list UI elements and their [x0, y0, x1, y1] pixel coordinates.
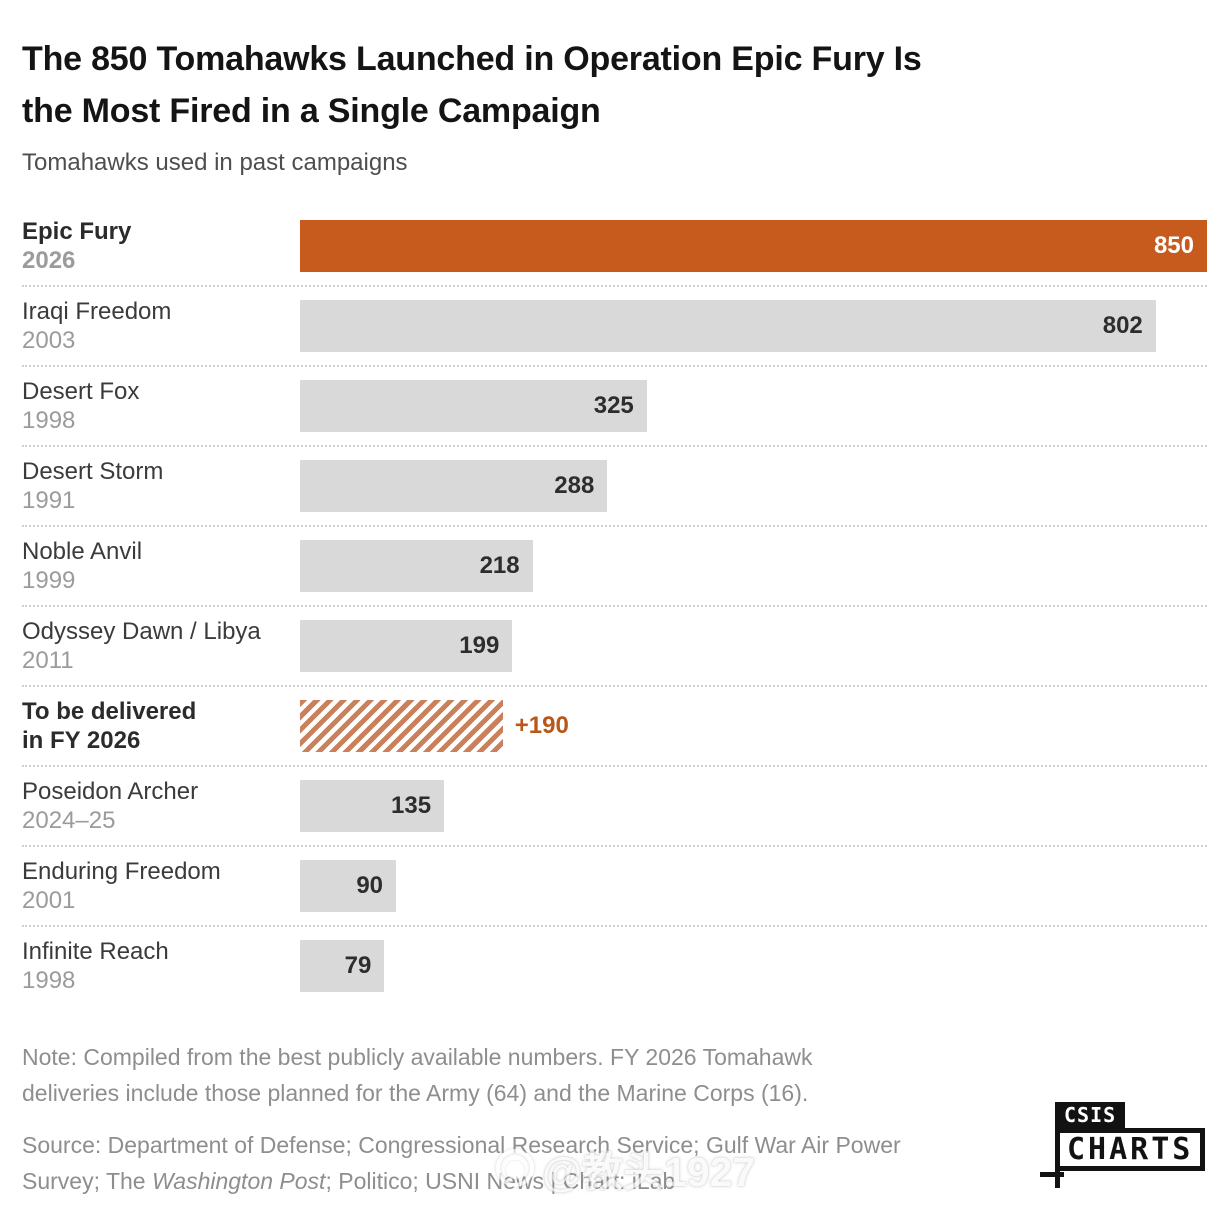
csis-charts-logo: CSIS CHARTS — [1040, 1102, 1228, 1206]
source-line2-italic: Washington Post — [151, 1168, 326, 1194]
bar-noble-anvil: 218 — [300, 540, 533, 592]
campaign-name: Odyssey Dawn / Libya — [22, 618, 261, 645]
campaign-name: Noble Anvil — [22, 538, 143, 565]
bar-iraqi-freedom: 802 — [300, 300, 1156, 352]
chart-row-to-be-delivered: To be delivered in FY 2026 +190 — [22, 685, 1207, 765]
chart-row-enduring-freedom: Enduring Freedom 2001 90 — [22, 845, 1207, 925]
campaign-label: Enduring Freedom 2001 — [22, 857, 300, 915]
bar-area: 288 — [300, 460, 1207, 512]
campaign-year: 1991 — [22, 487, 76, 514]
campaign-label: Desert Storm 1991 — [22, 457, 300, 515]
bar-area: 90 — [300, 860, 1207, 912]
chart-title-line2: the Most Fired in a Single Campaign — [22, 92, 601, 130]
bar-poseidon-archer: 135 — [300, 780, 445, 832]
note-line1: Note: Compiled from the best publicly av… — [22, 1044, 813, 1070]
campaign-name: To be delivered — [22, 698, 197, 725]
campaign-label: Iraqi Freedom 2003 — [22, 297, 300, 355]
campaign-name: Enduring Freedom — [22, 858, 221, 885]
campaign-name: Iraqi Freedom — [22, 298, 172, 325]
campaign-name: Desert Fox — [22, 378, 140, 405]
charts-logo-text: CHARTS — [1055, 1128, 1206, 1171]
campaign-year: in FY 2026 — [22, 727, 141, 754]
source-line2-post: ; Politico; USNI News | Chart: iLab — [325, 1168, 676, 1194]
chart-row-infinite-reach: Infinite Reach 1998 79 — [22, 925, 1207, 1005]
chart-title: The 850 Tomahawks Launched in Operation … — [22, 33, 1207, 137]
chart-row-desert-fox: Desert Fox 1998 325 — [22, 365, 1207, 445]
bar-value: 90 — [356, 872, 384, 899]
bar-epic-fury: 850 — [300, 220, 1207, 272]
bar-value: 325 — [593, 392, 634, 419]
campaign-label: Epic Fury 2026 — [22, 217, 300, 275]
bar-area: 199 — [300, 620, 1207, 672]
chart-row-poseidon-archer: Poseidon Archer 2024–25 135 — [22, 765, 1207, 845]
campaign-year: 1998 — [22, 967, 76, 994]
chart-row-odyssey-dawn-libya: Odyssey Dawn / Libya 2011 199 — [22, 605, 1207, 685]
bar-area: 79 — [300, 940, 1207, 992]
campaign-year: 1999 — [22, 567, 76, 594]
campaign-name: Desert Storm — [22, 458, 164, 485]
campaign-year: 2003 — [22, 327, 76, 354]
chart-subtitle: Tomahawks used in past campaigns — [22, 149, 408, 176]
campaign-label: Infinite Reach 1998 — [22, 937, 300, 995]
campaign-year: 2001 — [22, 887, 76, 914]
bar-value: 850 — [1153, 232, 1194, 259]
campaign-label: Odyssey Dawn / Libya 2011 — [22, 617, 300, 675]
bar-chart: Epic Fury 2026 850 Iraqi Freedom 2003 802 Dese… — [22, 207, 1207, 1005]
campaign-year: 1998 — [22, 407, 76, 434]
note-line2: deliveries include those planned for the… — [22, 1080, 809, 1106]
bar-desert-storm: 288 — [300, 460, 608, 512]
note-text: Note: Compiled from the best publicly av… — [22, 1039, 1207, 1111]
source-text: Source: Department of Defense; Congressi… — [22, 1127, 1207, 1199]
chart-title-line1: The 850 Tomahawks Launched in Operation … — [22, 40, 922, 78]
bar-infinite-reach: 79 — [300, 940, 385, 992]
chart-row-iraqi-freedom: Iraqi Freedom 2003 802 — [22, 285, 1207, 365]
logo-cross-line — [1040, 1172, 1064, 1177]
campaign-year: 2011 — [22, 647, 74, 674]
bar-area: 850 — [300, 220, 1207, 272]
chart-row-noble-anvil: Noble Anvil 1999 218 — [22, 525, 1207, 605]
source-line2-pre: Survey; The — [22, 1168, 152, 1194]
campaign-name: Infinite Reach — [22, 938, 169, 965]
bar-enduring-freedom: 90 — [300, 860, 397, 912]
bar-area: 325 — [300, 380, 1207, 432]
bar-area: +190 — [300, 700, 1207, 752]
campaign-year: 2026 — [22, 247, 76, 274]
bar-desert-fox: 325 — [300, 380, 647, 432]
campaign-name: Epic Fury — [22, 218, 132, 245]
bar-value: 218 — [479, 552, 520, 579]
campaign-label: To be delivered in FY 2026 — [22, 697, 300, 755]
source-line1: Source: Department of Defense; Congressi… — [22, 1132, 901, 1158]
campaign-label: Noble Anvil 1999 — [22, 537, 300, 595]
bar-odyssey-dawn-libya: 199 — [300, 620, 513, 672]
bar-value: 288 — [554, 472, 595, 499]
bar-value: 802 — [1102, 312, 1143, 339]
bar-area: 218 — [300, 540, 1207, 592]
campaign-year: 2024–25 — [22, 807, 116, 834]
campaign-label: Poseidon Archer 2024–25 — [22, 777, 300, 835]
bar-area: 802 — [300, 300, 1207, 352]
bar-area: 135 — [300, 780, 1207, 832]
chart-row-desert-storm: Desert Storm 1991 288 — [22, 445, 1207, 525]
csis-logo-text: CSIS — [1055, 1102, 1126, 1129]
source-line2: Survey; The Washington Post; Politico; U… — [22, 1163, 1207, 1199]
bar-value: +190 — [514, 712, 569, 739]
chart-row-epic-fury: Epic Fury 2026 850 — [22, 207, 1207, 285]
bar-value: 199 — [459, 632, 500, 659]
bar-to-be-delivered — [300, 700, 503, 752]
bar-value: 79 — [344, 952, 372, 979]
campaign-label: Desert Fox 1998 — [22, 377, 300, 435]
campaign-name: Poseidon Archer — [22, 778, 199, 805]
bar-value: 135 — [391, 792, 432, 819]
